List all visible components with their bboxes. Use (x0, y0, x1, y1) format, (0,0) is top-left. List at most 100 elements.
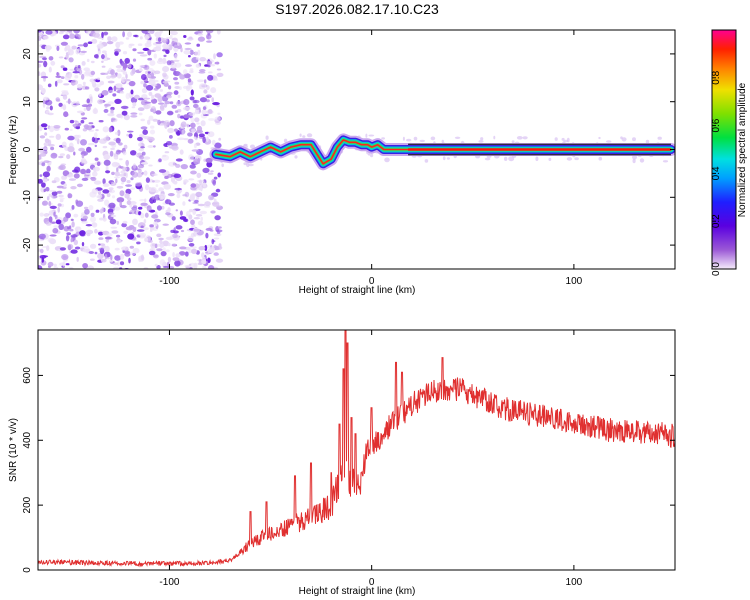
noise-speckles (38, 30, 669, 269)
noise-speckle (88, 122, 94, 125)
noise-speckle (89, 191, 97, 198)
noise-speckle (126, 180, 131, 184)
noise-speckle (170, 176, 176, 183)
noise-speckle (83, 71, 92, 77)
noise-speckle (139, 64, 145, 68)
noise-speckle (199, 97, 208, 103)
noise-speckle (175, 158, 183, 162)
noise-speckle (167, 256, 171, 263)
noise-speckle (142, 129, 148, 135)
noise-speckle (140, 212, 145, 219)
noise-speckle (102, 145, 108, 149)
noise-speckle (138, 142, 142, 147)
noise-speckle (621, 137, 627, 142)
noise-speckle (201, 252, 205, 259)
noise-speckle (47, 143, 55, 147)
noise-speckle (184, 47, 192, 51)
noise-speckle (47, 83, 52, 88)
noise-speckle (47, 237, 55, 243)
noise-speckle (166, 60, 172, 66)
noise-speckle (202, 136, 206, 143)
noise-speckle (183, 50, 191, 55)
noise-speckle (125, 188, 132, 195)
noise-speckle (149, 186, 157, 193)
noise-speckle (125, 92, 130, 100)
noise-speckle (141, 254, 144, 261)
noise-speckle (119, 190, 125, 197)
noise-speckle (214, 142, 222, 149)
noise-speckle (69, 178, 76, 181)
noise-speckle (99, 80, 105, 86)
noise-speckle (101, 206, 105, 213)
noise-speckle (187, 37, 194, 41)
noise-speckle (84, 208, 90, 215)
noise-speckle (102, 217, 107, 222)
noise-speckle (184, 42, 192, 45)
snr-panel: -100 0 100 0 200 400 600 Height of straight l… (8, 329, 676, 597)
noise-speckle (38, 265, 43, 269)
noise-speckle (162, 66, 170, 73)
noise-speckle (68, 266, 74, 269)
noise-speckle (181, 129, 185, 136)
noise-speckle (135, 182, 142, 187)
noise-speckle (41, 87, 46, 94)
noise-speckle (197, 262, 203, 265)
noise-speckle (154, 173, 157, 176)
noise-speckle (101, 90, 109, 96)
noise-speckle (53, 211, 56, 217)
noise-speckle (128, 63, 132, 69)
noise-speckle (76, 183, 83, 188)
noise-speckle (508, 156, 515, 162)
noise-speckle (152, 254, 159, 257)
noise-speckle (216, 68, 222, 71)
noise-speckle (155, 43, 162, 49)
noise-speckle (184, 191, 190, 198)
noise-speckle (136, 171, 143, 178)
noise-speckle (179, 210, 183, 216)
top-x-tick-label: 100 (566, 276, 583, 287)
noise-speckle (207, 131, 215, 138)
noise-speckle (212, 102, 220, 106)
noise-speckle (187, 235, 194, 242)
noise-speckle (71, 205, 75, 210)
noise-speckle (184, 251, 189, 257)
noise-speckle (108, 212, 115, 216)
noise-speckle (192, 209, 197, 215)
noise-speckle (195, 57, 199, 60)
noise-speckle (49, 205, 57, 209)
noise-speckle (67, 49, 74, 56)
noise-speckle (177, 42, 180, 46)
noise-speckle (153, 179, 161, 183)
noise-speckle (62, 34, 70, 40)
noise-speckle (38, 195, 41, 201)
frequency-ridge (209, 133, 675, 171)
noise-speckle (49, 105, 53, 111)
noise-speckle (100, 258, 107, 263)
noise-speckle (141, 74, 147, 81)
noise-speckle (98, 231, 104, 236)
noise-speckle (43, 127, 48, 130)
noise-speckle (39, 174, 43, 177)
noise-speckle (98, 120, 104, 123)
noise-speckle (193, 143, 197, 149)
noise-speckle (111, 36, 118, 42)
noise-speckle (180, 229, 185, 233)
noise-speckle (112, 262, 119, 266)
noise-speckle (620, 136, 623, 140)
noise-speckle (77, 44, 85, 47)
noise-speckle (216, 231, 221, 235)
noise-speckle (158, 187, 165, 192)
noise-speckle (198, 246, 206, 251)
noise-speckle (124, 57, 130, 64)
noise-speckle (72, 71, 80, 74)
top-y-tick-label: -10 (22, 190, 33, 205)
noise-speckle (140, 126, 148, 130)
noise-speckle (102, 178, 106, 185)
noise-speckle (205, 99, 210, 103)
noise-speckle (105, 170, 111, 174)
noise-speckle (172, 257, 180, 262)
noise-speckle (174, 53, 178, 60)
bottom-y-tick-label: 600 (22, 367, 33, 384)
noise-speckle (41, 201, 46, 206)
noise-speckle (130, 177, 134, 181)
